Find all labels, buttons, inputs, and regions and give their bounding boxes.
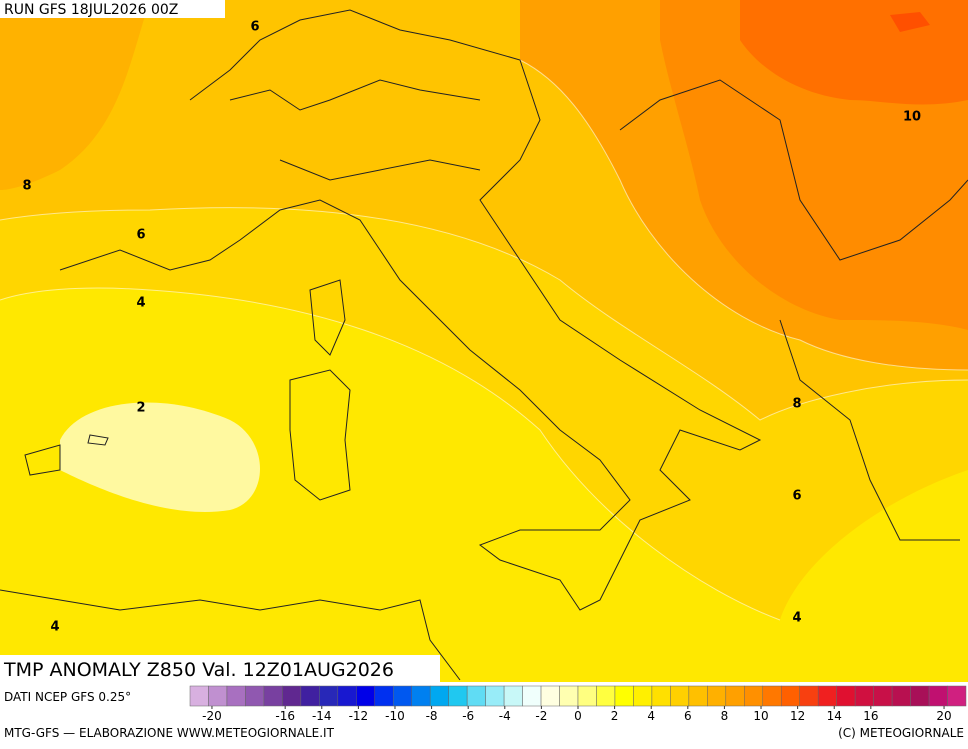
colorbar-swatch: [836, 685, 856, 707]
field-band: [890, 12, 930, 32]
contour-label: 8: [792, 397, 801, 412]
colorbar-label: -10: [385, 709, 405, 723]
contour-label: 8: [22, 179, 31, 194]
colorbar-label: 10: [753, 709, 768, 723]
isoline: [0, 207, 968, 421]
colorbar-label: -16: [275, 709, 295, 723]
colorbar-swatch: [910, 685, 930, 707]
run-label-box: [0, 0, 225, 18]
colorbar-label: -2: [535, 709, 547, 723]
colorbar-swatch: [707, 685, 727, 707]
colorbar-swatch: [947, 685, 967, 707]
colorbar-swatch: [891, 685, 911, 707]
contour-label: 6: [136, 228, 145, 243]
footer-left: MTG-GFS — ELABORAZIONE WWW.METEOGIORNALE…: [4, 726, 335, 740]
border: [619, 79, 968, 541]
colorbar-swatch: [485, 685, 505, 707]
contour-label: 6: [792, 489, 801, 504]
colorbar-swatch: [688, 685, 708, 707]
colorbar-swatch: [374, 685, 394, 707]
colorbar-label: 14: [827, 709, 842, 723]
colorbar-swatch: [356, 685, 376, 707]
run-label: RUN GFS 18JUL2026 00Z: [4, 2, 178, 18]
colorbar-label: -20: [202, 709, 222, 723]
coastline: [309, 279, 346, 356]
contour-label: 6: [250, 20, 259, 35]
colorbar-swatch: [780, 685, 800, 707]
colorbar-label: -6: [462, 709, 474, 723]
colorbar-swatch: [725, 685, 745, 707]
colorbar-swatch: [799, 685, 819, 707]
colorbar-label: -14: [312, 709, 332, 723]
colorbar-swatch: [245, 685, 265, 707]
colorbar-swatch: [226, 685, 246, 707]
coastline: [289, 369, 351, 501]
colorbar-swatch: [429, 685, 449, 707]
colorbar-swatch: [559, 685, 579, 707]
field-band: [0, 0, 150, 190]
contour-label: 4: [50, 620, 59, 635]
contour-label: 4: [792, 611, 801, 626]
colorbar-swatch: [854, 685, 874, 707]
colorbar-label: -4: [499, 709, 511, 723]
colorbar-swatch: [817, 685, 837, 707]
colorbar-swatch: [466, 685, 486, 707]
colorbar-label: 12: [790, 709, 805, 723]
border: [229, 79, 481, 181]
colorbar-swatch: [670, 685, 690, 707]
colorbar-swatch: [189, 685, 209, 707]
colorbar-swatch: [503, 685, 523, 707]
colorbar-swatch: [540, 685, 560, 707]
contour-label: 10: [903, 110, 921, 125]
colorbar-label: 20: [936, 709, 951, 723]
colorbar-swatch: [337, 685, 357, 707]
colorbar-swatch: [208, 685, 228, 707]
contour-label: 2: [136, 401, 145, 416]
colorbar-swatch: [744, 685, 764, 707]
colorbar-label: 0: [574, 709, 582, 723]
colorbar-label: 16: [863, 709, 878, 723]
source-note: DATI NCEP GFS 0.25°: [4, 690, 131, 704]
footer-right: (C) METEOGIORNALE: [838, 726, 964, 740]
colorbar-swatch: [762, 685, 782, 707]
colorbar-swatch: [319, 685, 339, 707]
colorbar-swatch: [928, 685, 948, 707]
contour-label: 4: [136, 296, 145, 311]
coastline: [24, 434, 109, 476]
colorbar-swatch: [411, 685, 431, 707]
colorbar-swatch: [392, 685, 412, 707]
colorbar-swatch: [577, 685, 597, 707]
colorbar-swatch: [522, 685, 542, 707]
colorbar-swatch: [448, 685, 468, 707]
colorbar-label: 2: [611, 709, 619, 723]
isoline: [0, 287, 781, 621]
colorbar: -20 -16 -14 -12 -10 -8 -6 -4 -2 0 2 4 6 8 10 12 14 16 20: [189, 685, 967, 723]
map-title-box: [0, 655, 440, 682]
field-band: [60, 402, 260, 512]
colorbar-label: 6: [684, 709, 692, 723]
map-title: TMP ANOMALY Z850 Val. 12Z01AUG2026: [3, 659, 394, 681]
colorbar-swatch: [596, 685, 616, 707]
colorbar-swatch: [633, 685, 653, 707]
colorbar-swatch: [263, 685, 283, 707]
colorbar-swatch: [300, 685, 320, 707]
colorbar-swatch: [651, 685, 671, 707]
isoline: [519, 59, 968, 371]
colorbar-swatch: [282, 685, 302, 707]
coastline: [59, 9, 762, 611]
colorbar-swatch: [873, 685, 893, 707]
colorbar-label: 8: [721, 709, 729, 723]
coastline: [0, 589, 461, 681]
colorbar-label: -12: [349, 709, 369, 723]
colorbar-label: -8: [426, 709, 438, 723]
colorbar-label: 4: [647, 709, 655, 723]
colorbar-swatch: [614, 685, 634, 707]
